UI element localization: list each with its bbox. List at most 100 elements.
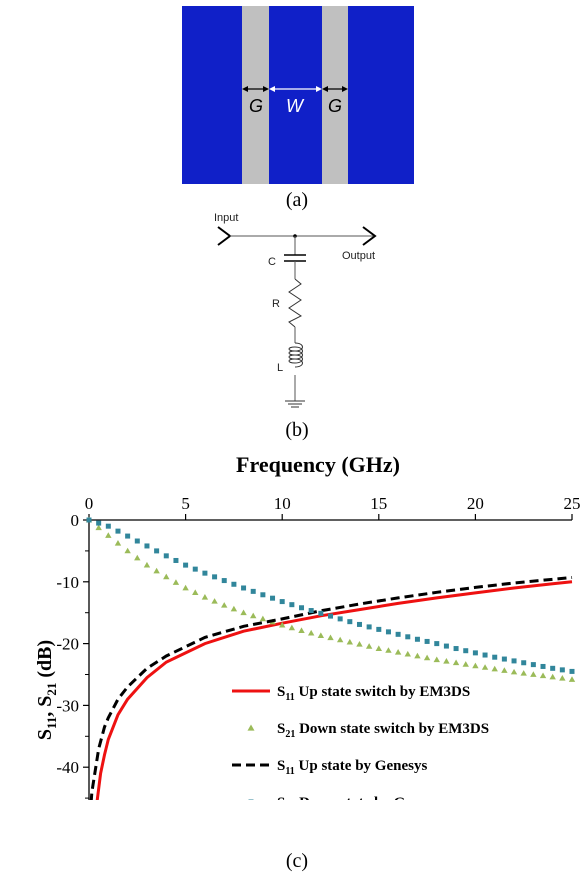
x-tick-label: 0 — [85, 494, 94, 513]
substrate-background — [182, 6, 414, 184]
data-point — [259, 615, 267, 622]
resistor-icon — [288, 278, 302, 328]
c-label: C — [268, 256, 276, 268]
data-point — [385, 629, 391, 635]
data-point — [337, 616, 343, 622]
data-point — [511, 658, 517, 664]
data-point — [520, 670, 527, 676]
data-point — [356, 621, 362, 627]
chart-legend: S11 Up state switch by EM3DS S21 Down sta… — [232, 684, 489, 800]
data-point — [288, 624, 296, 631]
data-point — [270, 595, 276, 601]
data-point — [163, 553, 169, 559]
data-point — [376, 626, 382, 632]
data-point — [530, 662, 536, 668]
legend-label: S11 Up state switch by EM3DS — [277, 684, 470, 703]
input-arrow-icon — [217, 226, 232, 246]
data-point — [346, 638, 354, 645]
data-point — [395, 631, 401, 637]
data-point — [95, 524, 102, 531]
w-arrowhead-r — [316, 86, 322, 92]
data-point — [530, 671, 537, 677]
gap-left — [242, 6, 269, 184]
data-point — [568, 676, 576, 682]
legend-swatch — [248, 799, 254, 800]
data-point — [221, 578, 227, 584]
data-point — [424, 638, 430, 644]
y-axis-title: S11, S21 (dB) — [34, 640, 59, 740]
data-point — [569, 668, 575, 674]
data-point — [482, 652, 488, 658]
data-point — [134, 554, 141, 561]
data-point — [491, 665, 498, 672]
label-g-left: G — [249, 96, 263, 116]
data-point — [453, 646, 459, 652]
data-point — [492, 654, 498, 660]
data-point — [125, 533, 131, 539]
y-tick-label: -30 — [56, 696, 79, 715]
data-point — [241, 585, 247, 591]
data-point — [182, 584, 189, 591]
data-point — [405, 634, 411, 640]
data-point — [173, 557, 179, 563]
legend-item-2: S21 Down state switch by EM3DS — [247, 721, 489, 740]
data-point — [559, 667, 565, 673]
x-tick-label: 15 — [370, 494, 387, 513]
gap-right — [322, 6, 348, 184]
data-point — [240, 609, 247, 616]
inductor-icon — [288, 342, 303, 368]
legend-swatch — [247, 724, 255, 731]
legend-item-4: S21 Down state by Genesys — [248, 795, 446, 800]
equivalent-circuit-figure: Input Output C R L — [214, 212, 377, 408]
g-left-arrowhead-l — [242, 86, 248, 92]
series-3 — [89, 576, 573, 800]
y-tick-label: -10 — [56, 573, 79, 592]
data-point — [433, 656, 440, 663]
data-point — [452, 659, 460, 666]
x-tick-label: 25 — [564, 494, 581, 513]
data-point — [472, 662, 479, 669]
panel-b: Input Output C R L — [205, 205, 395, 420]
caption-c: (c) — [285, 850, 309, 872]
data-point — [366, 624, 372, 630]
label-g-right: G — [328, 96, 342, 116]
data-point — [192, 589, 199, 596]
data-point — [521, 660, 527, 666]
data-point — [85, 516, 93, 523]
data-point — [472, 650, 478, 656]
data-point — [153, 567, 160, 574]
data-point — [96, 520, 102, 526]
data-point — [481, 664, 489, 670]
series-2 — [85, 516, 576, 682]
data-point — [307, 629, 315, 636]
r-label: R — [272, 298, 280, 310]
data-point — [250, 588, 256, 594]
data-point — [231, 581, 237, 587]
data-point — [394, 649, 402, 655]
label-w: W — [286, 96, 305, 116]
g-right-arrowhead-l — [322, 86, 328, 92]
data-point — [115, 528, 121, 534]
legend-label: S21 Down state switch by EM3DS — [277, 721, 489, 740]
series-1 — [95, 580, 573, 800]
data-point — [356, 641, 363, 647]
data-point — [318, 610, 324, 616]
chart-axes — [88, 519, 572, 800]
data-point — [183, 562, 189, 568]
data-point — [414, 652, 421, 659]
data-point — [336, 636, 344, 643]
data-point — [501, 656, 507, 662]
data-point — [501, 667, 508, 673]
data-point — [211, 598, 218, 604]
data-point — [434, 641, 440, 647]
y-tick-label: 0 — [71, 511, 80, 530]
series-4 — [86, 517, 575, 674]
data-point — [192, 566, 198, 572]
legend-label: S11 Up state by Genesys — [277, 758, 427, 777]
data-point — [298, 627, 305, 634]
data-point — [559, 675, 566, 681]
data-point — [347, 619, 353, 625]
caption-a: (a) — [285, 189, 309, 211]
data-point — [279, 621, 286, 628]
